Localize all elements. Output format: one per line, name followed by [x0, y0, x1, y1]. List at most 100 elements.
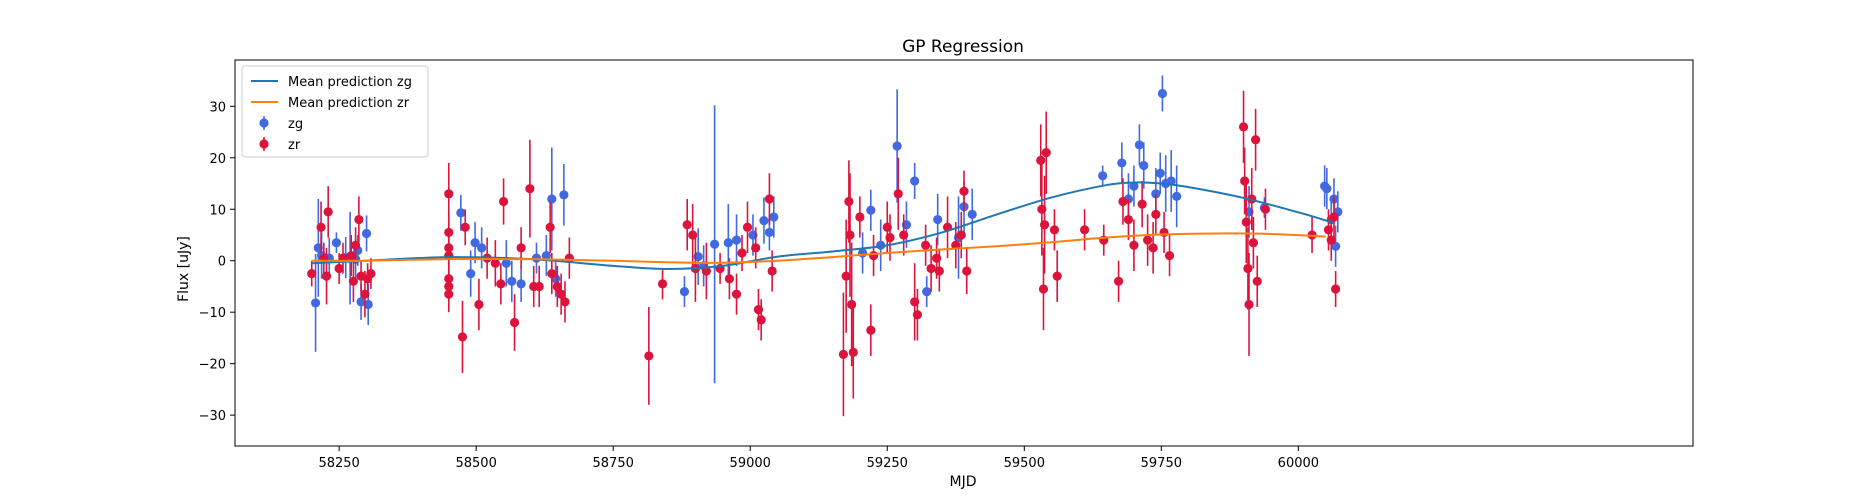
data-point-zr: [893, 189, 903, 199]
data-point-zr: [767, 266, 777, 276]
data-point-zg: [866, 205, 876, 215]
data-point-zg: [1166, 176, 1176, 186]
data-point-zr: [556, 289, 566, 299]
x-tick-label: 59500: [1004, 456, 1045, 471]
data-point-zr: [1118, 196, 1128, 207]
data-point-zg: [769, 212, 779, 222]
data-point-zg: [933, 214, 943, 225]
data-point-zg: [356, 297, 366, 307]
data-point-zr: [1248, 238, 1259, 248]
data-point-zr: [1251, 135, 1261, 145]
data-point-zr: [934, 266, 944, 276]
axes-frame: [234, 59, 1694, 447]
data-point-zr: [346, 250, 356, 261]
data-point-zr: [460, 222, 470, 232]
data-point-zr: [882, 222, 892, 232]
data-point-zg: [559, 190, 569, 200]
data-point-zg: [967, 209, 977, 219]
data-point-zg: [1098, 171, 1108, 181]
data-point-zr: [1260, 204, 1271, 214]
legend-item-zr: Mean prediction zr: [251, 96, 410, 111]
data-point-zr: [1159, 227, 1169, 238]
data-point-zr: [1113, 276, 1124, 286]
data-point-zr: [931, 253, 942, 263]
data-point-zr: [348, 276, 358, 286]
data-point-zr: [868, 250, 879, 261]
legend-label: zg: [288, 117, 303, 132]
data-point-zg: [1172, 191, 1182, 201]
data-point-zg: [1151, 189, 1161, 199]
data-point-zr: [737, 248, 747, 258]
data-point-zr: [688, 230, 698, 240]
y-tick-label: −30: [199, 409, 226, 424]
data-point-zr: [644, 351, 654, 361]
data-point-zg: [507, 276, 517, 286]
data-point-zg: [516, 279, 526, 289]
data-point-zr: [657, 279, 668, 289]
data-point-zr: [366, 268, 376, 279]
x-tick-label: 60000: [1278, 456, 1319, 471]
legend-marker-swatch: [259, 118, 269, 128]
data-point-zr: [1137, 199, 1147, 209]
data-point-zg: [1322, 184, 1332, 194]
data-point-zr: [1041, 148, 1051, 158]
data-point-zr: [1238, 122, 1249, 132]
data-point-zr: [844, 196, 854, 207]
data-point-zr: [1323, 225, 1334, 235]
data-point-zg: [1157, 88, 1168, 99]
data-point-zg: [361, 228, 372, 239]
data-point-zr: [490, 258, 500, 268]
data-point-zg: [501, 258, 511, 268]
y-tick-label: 30: [209, 100, 226, 115]
x-tick-label: 59250: [867, 456, 908, 471]
data-point-zr: [1038, 284, 1049, 294]
data-point-zr: [1326, 235, 1336, 245]
chart-title: GP Regression: [902, 37, 1024, 57]
data-point-zr: [1240, 176, 1250, 186]
data-point-zr: [444, 227, 454, 238]
data-point-zr: [1036, 155, 1046, 165]
data-point-zr: [1037, 204, 1047, 214]
data-point-zr: [496, 279, 506, 289]
x-tick-label: 58750: [593, 456, 634, 471]
plot-area: [307, 75, 1343, 417]
data-point-zr: [1129, 240, 1139, 250]
data-point-zr: [751, 243, 761, 253]
data-point-zr: [764, 194, 775, 204]
data-point-zg: [1134, 140, 1144, 150]
data-point-zr: [910, 297, 920, 307]
data-point-zr: [547, 268, 557, 279]
data-point-zr: [444, 281, 454, 292]
data-point-zr: [1241, 217, 1251, 227]
legend-item-zg: zg: [259, 116, 303, 132]
data-point-zr: [841, 271, 851, 281]
data-point-zg: [759, 215, 769, 226]
legend-box: [241, 65, 429, 158]
x-tick-label: 58500: [455, 456, 496, 471]
data-point-zr: [509, 317, 520, 328]
data-point-zr: [848, 347, 858, 357]
data-point-zg: [470, 238, 480, 248]
legend-label: Mean prediction zg: [288, 75, 412, 90]
data-point-zr: [444, 189, 454, 199]
data-point-zr: [545, 222, 555, 232]
data-point-zg: [456, 208, 466, 218]
data-point-zr: [742, 222, 753, 232]
data-point-zg: [922, 287, 932, 297]
data-point-zg: [363, 299, 373, 310]
data-point-zr: [321, 271, 332, 281]
y-tick-label: 10: [209, 203, 226, 218]
legend-label: zr: [288, 138, 301, 153]
data-point-zr: [956, 230, 966, 240]
data-point-zr: [350, 240, 361, 250]
data-point-zg: [1117, 158, 1127, 168]
data-point-zr: [1151, 209, 1161, 219]
data-point-zg: [466, 268, 476, 279]
data-point-zr: [885, 232, 895, 243]
data-point-zr: [516, 243, 526, 253]
data-point-zr: [1039, 220, 1050, 230]
data-point-zr: [1331, 284, 1341, 294]
data-point-zr: [307, 268, 317, 279]
data-point-zr: [701, 266, 711, 276]
